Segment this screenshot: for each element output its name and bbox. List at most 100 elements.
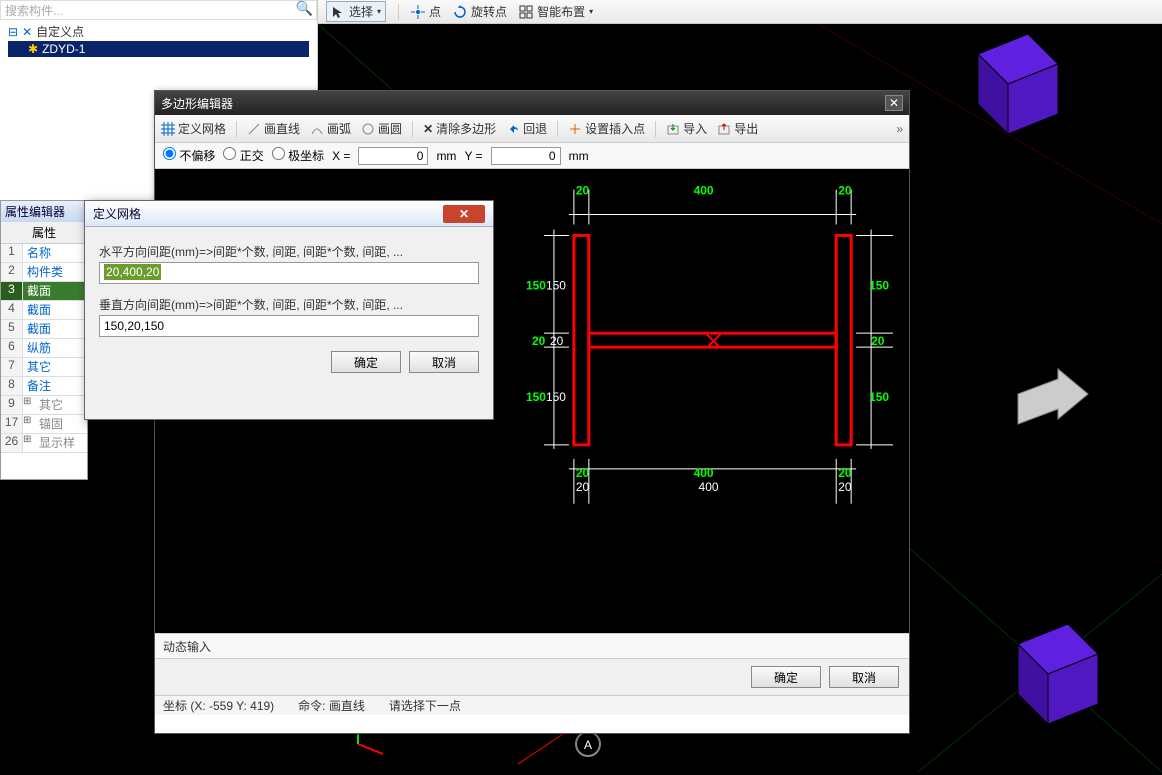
select-tool[interactable]: 选择 ▾ bbox=[326, 1, 386, 22]
prop-row[interactable]: 4截面 bbox=[1, 301, 87, 320]
child-label: ZDYD-1 bbox=[42, 42, 85, 56]
h-spacing-input[interactable]: 20,400,20 bbox=[99, 262, 479, 284]
no-offset-radio[interactable]: 不偏移 bbox=[163, 147, 215, 164]
arc-tool[interactable]: 画弧 bbox=[310, 120, 351, 137]
insert-icon bbox=[568, 122, 582, 136]
undo-tool[interactable]: 回退 bbox=[506, 120, 547, 137]
line-icon bbox=[247, 122, 261, 136]
line-tool[interactable]: 画直线 bbox=[247, 120, 300, 137]
collapse-icon: ⊟ bbox=[8, 25, 18, 39]
poly-cancel-button[interactable]: 取消 bbox=[829, 666, 899, 688]
svg-text:20: 20 bbox=[550, 334, 564, 348]
select-label: 选择 bbox=[349, 3, 373, 20]
rotate-label: 旋转点 bbox=[471, 3, 507, 20]
arc-icon bbox=[310, 122, 324, 136]
svg-text:150: 150 bbox=[869, 278, 889, 292]
root-label: 自定义点 bbox=[36, 23, 84, 40]
x-label: X = bbox=[332, 149, 350, 163]
v-spacing-input[interactable] bbox=[99, 315, 479, 337]
search-icon[interactable]: 🔍 bbox=[296, 0, 313, 17]
prop-row[interactable]: 3截面 bbox=[1, 282, 87, 301]
undo-icon bbox=[506, 122, 520, 136]
status-cmd: 命令: 画直线 bbox=[298, 697, 365, 714]
prop-row[interactable]: 5截面 bbox=[1, 320, 87, 339]
polar-radio[interactable]: 极坐标 bbox=[272, 147, 324, 164]
poly-buttons: 确定 取消 bbox=[155, 659, 909, 695]
prop-row[interactable]: 6纵筋 bbox=[1, 339, 87, 358]
svg-text:20: 20 bbox=[576, 480, 590, 494]
grid-titlebar[interactable]: 定义网格 ✕ bbox=[85, 201, 493, 227]
clear-tool[interactable]: ✕ 清除多边形 bbox=[423, 120, 496, 137]
search-placeholder: 搜索构件... bbox=[5, 2, 63, 19]
grid-icon bbox=[161, 122, 175, 136]
node-icon: ✕ bbox=[22, 25, 32, 39]
svg-text:20: 20 bbox=[838, 466, 852, 480]
grid-ok-button[interactable]: 确定 bbox=[331, 351, 401, 373]
define-grid-tool[interactable]: 定义网格 bbox=[161, 120, 226, 137]
prop-row[interactable]: 1名称 bbox=[1, 244, 87, 263]
y-label: Y = bbox=[464, 149, 482, 163]
prop-row[interactable]: 26⊞显示样式 bbox=[1, 434, 87, 453]
x-unit: mm bbox=[436, 149, 456, 163]
property-panel: 属性编辑器 属性 1名称2构件类3截面4截面5截面6纵筋7其它8备注9⊞其它17… bbox=[0, 200, 88, 480]
rotate-point-tool[interactable]: 旋转点 bbox=[453, 3, 507, 20]
point-tool[interactable]: 点 bbox=[411, 3, 441, 20]
poly-title: 多边形编辑器 bbox=[161, 95, 233, 112]
svg-text:400: 400 bbox=[699, 480, 719, 494]
layout-label: 智能布置 bbox=[537, 3, 585, 20]
more-icon[interactable]: » bbox=[896, 122, 903, 136]
svg-text:150: 150 bbox=[546, 278, 566, 292]
y-unit: mm bbox=[569, 149, 589, 163]
separator bbox=[398, 4, 399, 20]
tree-root[interactable]: ⊟ ✕ 自定义点 bbox=[8, 22, 309, 41]
export-icon bbox=[717, 122, 731, 136]
svg-text:20: 20 bbox=[871, 334, 885, 348]
h-spacing-label: 水平方向间距(mm)=>间距*个数, 间距, 间距*个数, 间距, ... bbox=[99, 243, 479, 260]
prop-row[interactable]: 9⊞其它 bbox=[1, 396, 87, 415]
svg-text:20: 20 bbox=[838, 480, 852, 494]
insert-point-tool[interactable]: 设置插入点 bbox=[568, 120, 645, 137]
tree-child[interactable]: ✱ ZDYD-1 bbox=[8, 41, 309, 57]
svg-text:150: 150 bbox=[526, 390, 546, 404]
svg-text:20: 20 bbox=[532, 334, 546, 348]
poly-statusbar: 坐标 (X: -559 Y: 419) 命令: 画直线 请选择下一点 bbox=[155, 695, 909, 715]
rotate-icon bbox=[453, 5, 467, 19]
svg-text:20: 20 bbox=[838, 184, 852, 198]
grid-close-button[interactable]: ✕ bbox=[443, 205, 485, 223]
import-tool[interactable]: 导入 bbox=[666, 120, 707, 137]
dropdown-icon: ▾ bbox=[589, 7, 593, 16]
layout-icon bbox=[519, 5, 533, 19]
svg-text:A: A bbox=[584, 738, 592, 752]
circle-tool[interactable]: 画圆 bbox=[361, 120, 402, 137]
svg-text:20: 20 bbox=[576, 184, 590, 198]
svg-text:150: 150 bbox=[526, 278, 546, 292]
ortho-radio[interactable]: 正交 bbox=[223, 147, 263, 164]
svg-text:150: 150 bbox=[869, 390, 889, 404]
grid-cancel-button[interactable]: 取消 bbox=[409, 351, 479, 373]
svg-text:400: 400 bbox=[694, 466, 714, 480]
poly-toolbar: 定义网格 画直线 画弧 画圆 ✕ 清除多边形 回退 设置插入点 bbox=[155, 115, 909, 143]
coord-bar: 不偏移 正交 极坐标 X = mm Y = mm bbox=[155, 143, 909, 169]
close-button[interactable]: ✕ bbox=[885, 95, 903, 111]
search-input[interactable]: 搜索构件... 🔍 bbox=[0, 0, 317, 20]
svg-text:400: 400 bbox=[694, 184, 714, 198]
y-input[interactable] bbox=[491, 147, 561, 165]
prop-row[interactable]: 8备注 bbox=[1, 377, 87, 396]
poly-titlebar[interactable]: 多边形编辑器 ✕ bbox=[155, 91, 909, 115]
cursor-icon bbox=[331, 5, 345, 19]
prop-row[interactable]: 2构件类 bbox=[1, 263, 87, 282]
status-coord: 坐标 (X: -559 Y: 419) bbox=[163, 697, 274, 714]
x-icon: ✕ bbox=[423, 122, 433, 136]
prop-row[interactable]: 17⊞锚固 bbox=[1, 415, 87, 434]
prop-row[interactable]: 7其它 bbox=[1, 358, 87, 377]
dynamic-input-bar: 动态输入 bbox=[155, 633, 909, 659]
export-tool[interactable]: 导出 bbox=[717, 120, 758, 137]
poly-ok-button[interactable]: 确定 bbox=[751, 666, 821, 688]
x-input[interactable] bbox=[358, 147, 428, 165]
main-toolbar: 选择 ▾ 点 旋转点 智能布置 ▾ bbox=[318, 0, 1162, 24]
point-label: 点 bbox=[429, 3, 441, 20]
svg-text:20: 20 bbox=[576, 466, 590, 480]
smart-layout-tool[interactable]: 智能布置 ▾ bbox=[519, 3, 593, 20]
grid-define-dialog: 定义网格 ✕ 水平方向间距(mm)=>间距*个数, 间距, 间距*个数, 间距,… bbox=[84, 200, 494, 420]
prop-header: 属性 bbox=[1, 222, 87, 244]
